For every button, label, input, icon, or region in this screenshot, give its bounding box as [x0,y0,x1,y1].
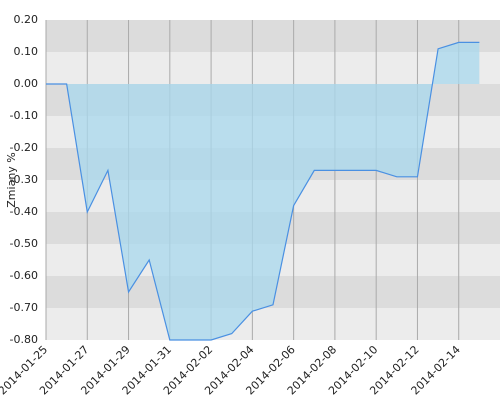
y-tick-label: -0.10 [10,109,38,122]
y-tick-label: -0.60 [10,269,38,282]
y-tick-label: -0.70 [10,301,38,314]
y-tick-label: 0.10 [14,45,39,58]
band [46,52,500,84]
y-tick-label: -0.80 [10,333,38,346]
band [46,308,500,340]
y-tick-label: -0.50 [10,237,38,250]
y-tick-label: -0.20 [10,141,38,154]
y-tick-label: 0.20 [14,13,39,26]
y-tick-label: 0.00 [14,77,39,90]
band [46,20,500,52]
y-axis-label: Zmiany % [5,152,18,207]
area-fill [46,42,480,341]
y-tick-label: -0.30 [10,173,38,186]
line [46,41,480,341]
y-tick-label: -0.40 [10,205,38,218]
